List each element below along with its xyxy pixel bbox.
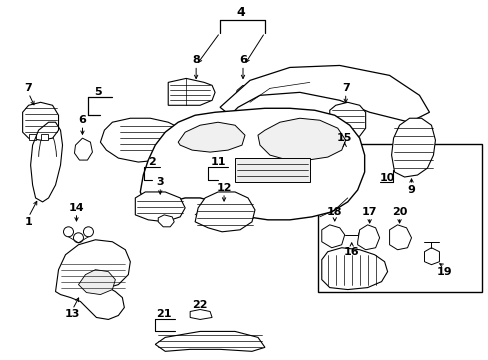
Polygon shape: [321, 225, 344, 248]
Polygon shape: [78, 270, 115, 294]
Polygon shape: [329, 102, 365, 138]
Text: 14: 14: [68, 203, 84, 213]
Polygon shape: [140, 108, 364, 220]
Polygon shape: [389, 225, 411, 250]
Polygon shape: [158, 215, 174, 227]
Text: 1: 1: [25, 217, 32, 227]
Text: 7: 7: [341, 84, 349, 93]
Text: 16: 16: [343, 247, 359, 257]
Text: 19: 19: [436, 267, 451, 276]
Polygon shape: [178, 122, 244, 152]
Text: 17: 17: [361, 207, 377, 217]
Text: 5: 5: [94, 87, 102, 97]
Polygon shape: [41, 134, 47, 140]
Text: 6: 6: [239, 55, 246, 66]
Text: 3: 3: [156, 177, 163, 187]
Text: 21: 21: [156, 310, 172, 319]
Polygon shape: [391, 118, 435, 177]
Polygon shape: [195, 192, 254, 232]
Bar: [317, 144, 481, 292]
Polygon shape: [56, 240, 130, 319]
Text: 8: 8: [192, 55, 200, 66]
Polygon shape: [155, 332, 264, 351]
Polygon shape: [258, 118, 345, 160]
Text: 10: 10: [379, 173, 394, 183]
Polygon shape: [357, 225, 379, 250]
Text: 7: 7: [25, 84, 32, 93]
Text: 2: 2: [148, 157, 156, 167]
Text: 12: 12: [216, 183, 231, 193]
Text: 13: 13: [65, 310, 80, 319]
Polygon shape: [190, 310, 212, 319]
Polygon shape: [220, 66, 428, 122]
Text: 9: 9: [407, 185, 415, 195]
Polygon shape: [236, 85, 249, 100]
Polygon shape: [100, 118, 184, 162]
Text: 15: 15: [336, 133, 352, 143]
Text: 4: 4: [236, 6, 245, 19]
Polygon shape: [321, 248, 387, 289]
Polygon shape: [235, 158, 309, 182]
Polygon shape: [29, 134, 36, 140]
Text: 18: 18: [326, 207, 342, 217]
Polygon shape: [22, 102, 59, 140]
Text: 20: 20: [391, 207, 407, 217]
Text: 11: 11: [210, 157, 225, 167]
Text: 22: 22: [192, 300, 207, 310]
Polygon shape: [424, 248, 439, 265]
Polygon shape: [168, 78, 215, 105]
Text: 6: 6: [79, 115, 86, 125]
Polygon shape: [135, 192, 185, 222]
Polygon shape: [74, 138, 92, 160]
